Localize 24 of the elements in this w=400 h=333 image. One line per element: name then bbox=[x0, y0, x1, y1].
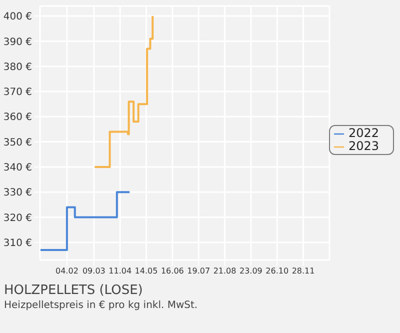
legend-label: 2022 bbox=[348, 126, 379, 140]
y-tick-label: 400 € bbox=[3, 12, 32, 23]
x-tick-label: 21.08 bbox=[213, 266, 236, 276]
y-tick-label: 360 € bbox=[3, 112, 32, 124]
x-tick-label: 14.05 bbox=[134, 266, 158, 276]
x-tick-label: 04.02 bbox=[56, 266, 78, 276]
y-tick-label: 390 € bbox=[3, 36, 32, 48]
x-tick-label: 19.07 bbox=[187, 266, 210, 276]
legend-label: 2023 bbox=[348, 139, 379, 153]
y-tick-label: 320 € bbox=[3, 212, 32, 224]
x-tick-label: 16.06 bbox=[160, 266, 184, 276]
x-tick-label: 26.10 bbox=[266, 266, 289, 276]
text: HOLZPELLETS (LOSE) bbox=[4, 283, 143, 298]
y-tick-label: 330 € bbox=[3, 188, 32, 199]
y-tick-label: 370 € bbox=[3, 87, 32, 98]
y-tick-label: 340 € bbox=[3, 162, 32, 174]
y-tick-label: 350 € bbox=[3, 137, 32, 148]
x-tick-label: 28.11 bbox=[292, 266, 315, 276]
x-tick-label: 23.09 bbox=[239, 266, 262, 276]
x-tick-label: 11.04 bbox=[108, 266, 132, 276]
y-tick-label: 310 € bbox=[3, 238, 32, 249]
text: Heizpelletspreis in € pro kg inkl. MwSt. bbox=[4, 300, 198, 311]
x-tick-label: 09.03 bbox=[82, 266, 106, 276]
y-tick-label: 380 € bbox=[3, 62, 32, 73]
